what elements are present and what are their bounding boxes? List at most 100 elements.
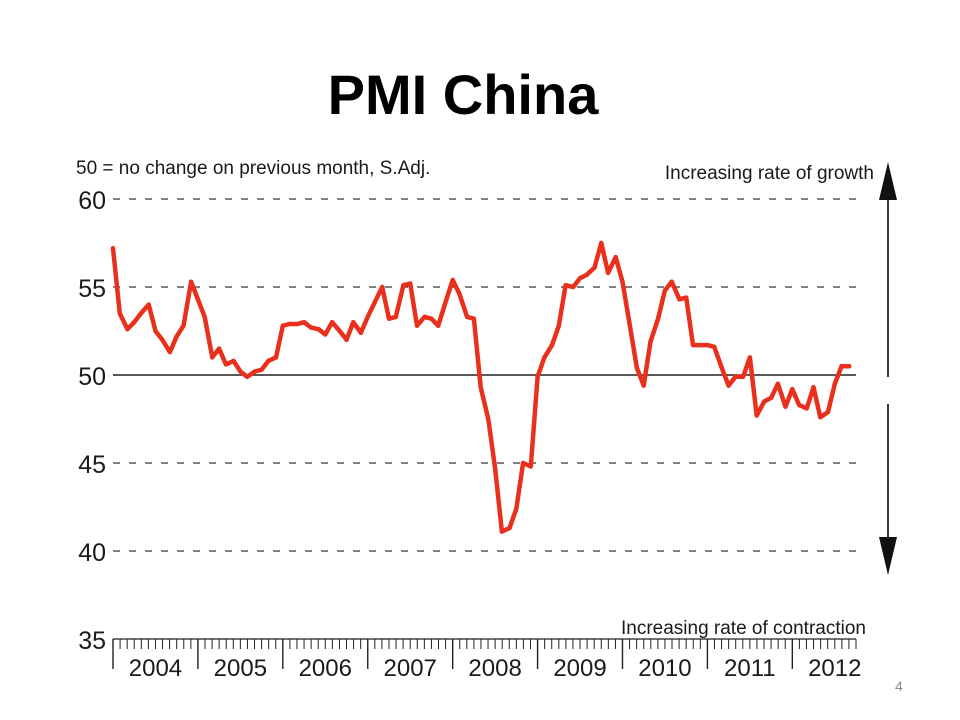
pmi-data-point (662, 288, 668, 293)
pmi-data-point (386, 316, 392, 321)
pmi-data-point (450, 277, 455, 283)
pmi-data-point (499, 529, 505, 534)
pmi-data-point (273, 355, 279, 360)
pmi-data-point (705, 342, 710, 348)
pmi-data-point (549, 342, 555, 348)
pmi-data-point (153, 328, 158, 334)
x-tick-label: 2008 (468, 655, 521, 682)
pmi-data-point (401, 283, 406, 288)
pmi-data-point (393, 314, 398, 320)
pmi-data-point (520, 460, 526, 466)
pmi-data-point (252, 369, 257, 374)
pmi-data-point (231, 358, 236, 364)
pmi-data-point (726, 383, 731, 388)
pmi-data-point (223, 362, 229, 367)
pmi-data-point (641, 383, 646, 388)
pmi-data-point (847, 364, 852, 369)
pmi-data-point (684, 295, 689, 300)
pmi-data-point (790, 386, 795, 392)
pmi-data-point (577, 276, 583, 281)
pmi-data-point (464, 314, 470, 320)
pmi-data-point (188, 279, 194, 284)
growth-arrow-head (879, 162, 897, 200)
pmi-data-point (138, 311, 144, 316)
pmi-data-point (351, 320, 356, 325)
pmi-data-point (620, 279, 625, 284)
pmi-data-point (740, 374, 746, 379)
pmi-data-point (719, 365, 724, 371)
pmi-data-point (648, 339, 653, 344)
y-tick-label: 45 (78, 451, 106, 479)
pmi-data-point (690, 342, 696, 348)
pmi-data-point (634, 365, 640, 371)
pmi-data-point (146, 302, 151, 307)
annotation-growth: Increasing rate of growth (665, 163, 874, 184)
pmi-data-point (337, 328, 342, 334)
pmi-data-point (677, 297, 682, 302)
page-number: 4 (895, 678, 903, 694)
pmi-data-point (613, 254, 618, 260)
pmi-data-point (528, 464, 533, 469)
pmi-data-point (571, 284, 576, 290)
pmi-data-point (804, 406, 809, 411)
pmi-data-point (117, 311, 123, 316)
pmi-data-point (556, 323, 561, 328)
pmi-data-point (323, 332, 328, 337)
pmi-data-point (542, 355, 547, 360)
pmi-data-point (132, 320, 137, 325)
pmi-data-point (287, 321, 292, 327)
y-tick-label: 40 (78, 539, 106, 567)
pmi-data-point (507, 525, 512, 531)
pmi-data-point (754, 413, 759, 418)
x-tick-label: 2012 (808, 655, 861, 682)
pmi-data-point (167, 349, 173, 355)
pmi-data-point (365, 314, 370, 320)
pmi-data-point (486, 416, 491, 422)
pmi-data-point (329, 320, 335, 325)
pmi-data-point (202, 314, 207, 320)
pmi-data-point (584, 272, 589, 277)
pmi-data-point (775, 381, 781, 386)
annotation-contraction: Increasing rate of contraction (621, 618, 866, 639)
pmi-data-point (712, 344, 717, 349)
x-tick-label: 2010 (638, 655, 691, 682)
pmi-data-point (443, 298, 449, 304)
pmi-data-point (535, 374, 540, 379)
pmi-data-point (669, 279, 674, 284)
pmi-data-point (818, 415, 823, 420)
y-tick-label: 60 (78, 187, 106, 215)
pmi-data-point (592, 265, 597, 270)
pmi-data-point (280, 323, 285, 328)
pmi-data-point (733, 374, 738, 379)
x-tick-label: 2006 (299, 655, 352, 682)
pmi-data-point (259, 367, 264, 372)
pmi-data-point (422, 314, 427, 320)
plot-area: 60 55 50 45 40 35 2004 2005 2006 2007 2008 2009 2010… (78, 162, 897, 682)
pmi-data-point (655, 316, 661, 321)
pmi-data-point (436, 323, 441, 328)
pmi-data-point (563, 283, 568, 288)
pmi-data-point (295, 321, 300, 327)
pmi-data-point (478, 385, 483, 390)
pmi-data-point (216, 346, 222, 351)
pmi-data-point (796, 402, 802, 408)
pmi-data-point (768, 395, 774, 401)
pmi-data-point (514, 506, 519, 511)
x-tick-label: 2009 (553, 655, 606, 682)
y-tick-label: 50 (78, 363, 106, 391)
pmi-data-point (762, 399, 767, 404)
pmi-data-point (301, 320, 307, 325)
pmi-data-point (783, 404, 788, 409)
pmi-data-point (839, 364, 844, 369)
pmi-data-point (747, 355, 753, 360)
pmi-data-point (372, 300, 377, 305)
pmi-data-point (174, 334, 179, 339)
pmi-data-point (471, 316, 477, 321)
pmi-data-point (344, 337, 349, 342)
pmi-data-point (429, 316, 434, 321)
pmi-data-point (698, 342, 703, 348)
pmi-data-point (125, 327, 130, 332)
x-tick-label: 2011 (724, 655, 776, 682)
